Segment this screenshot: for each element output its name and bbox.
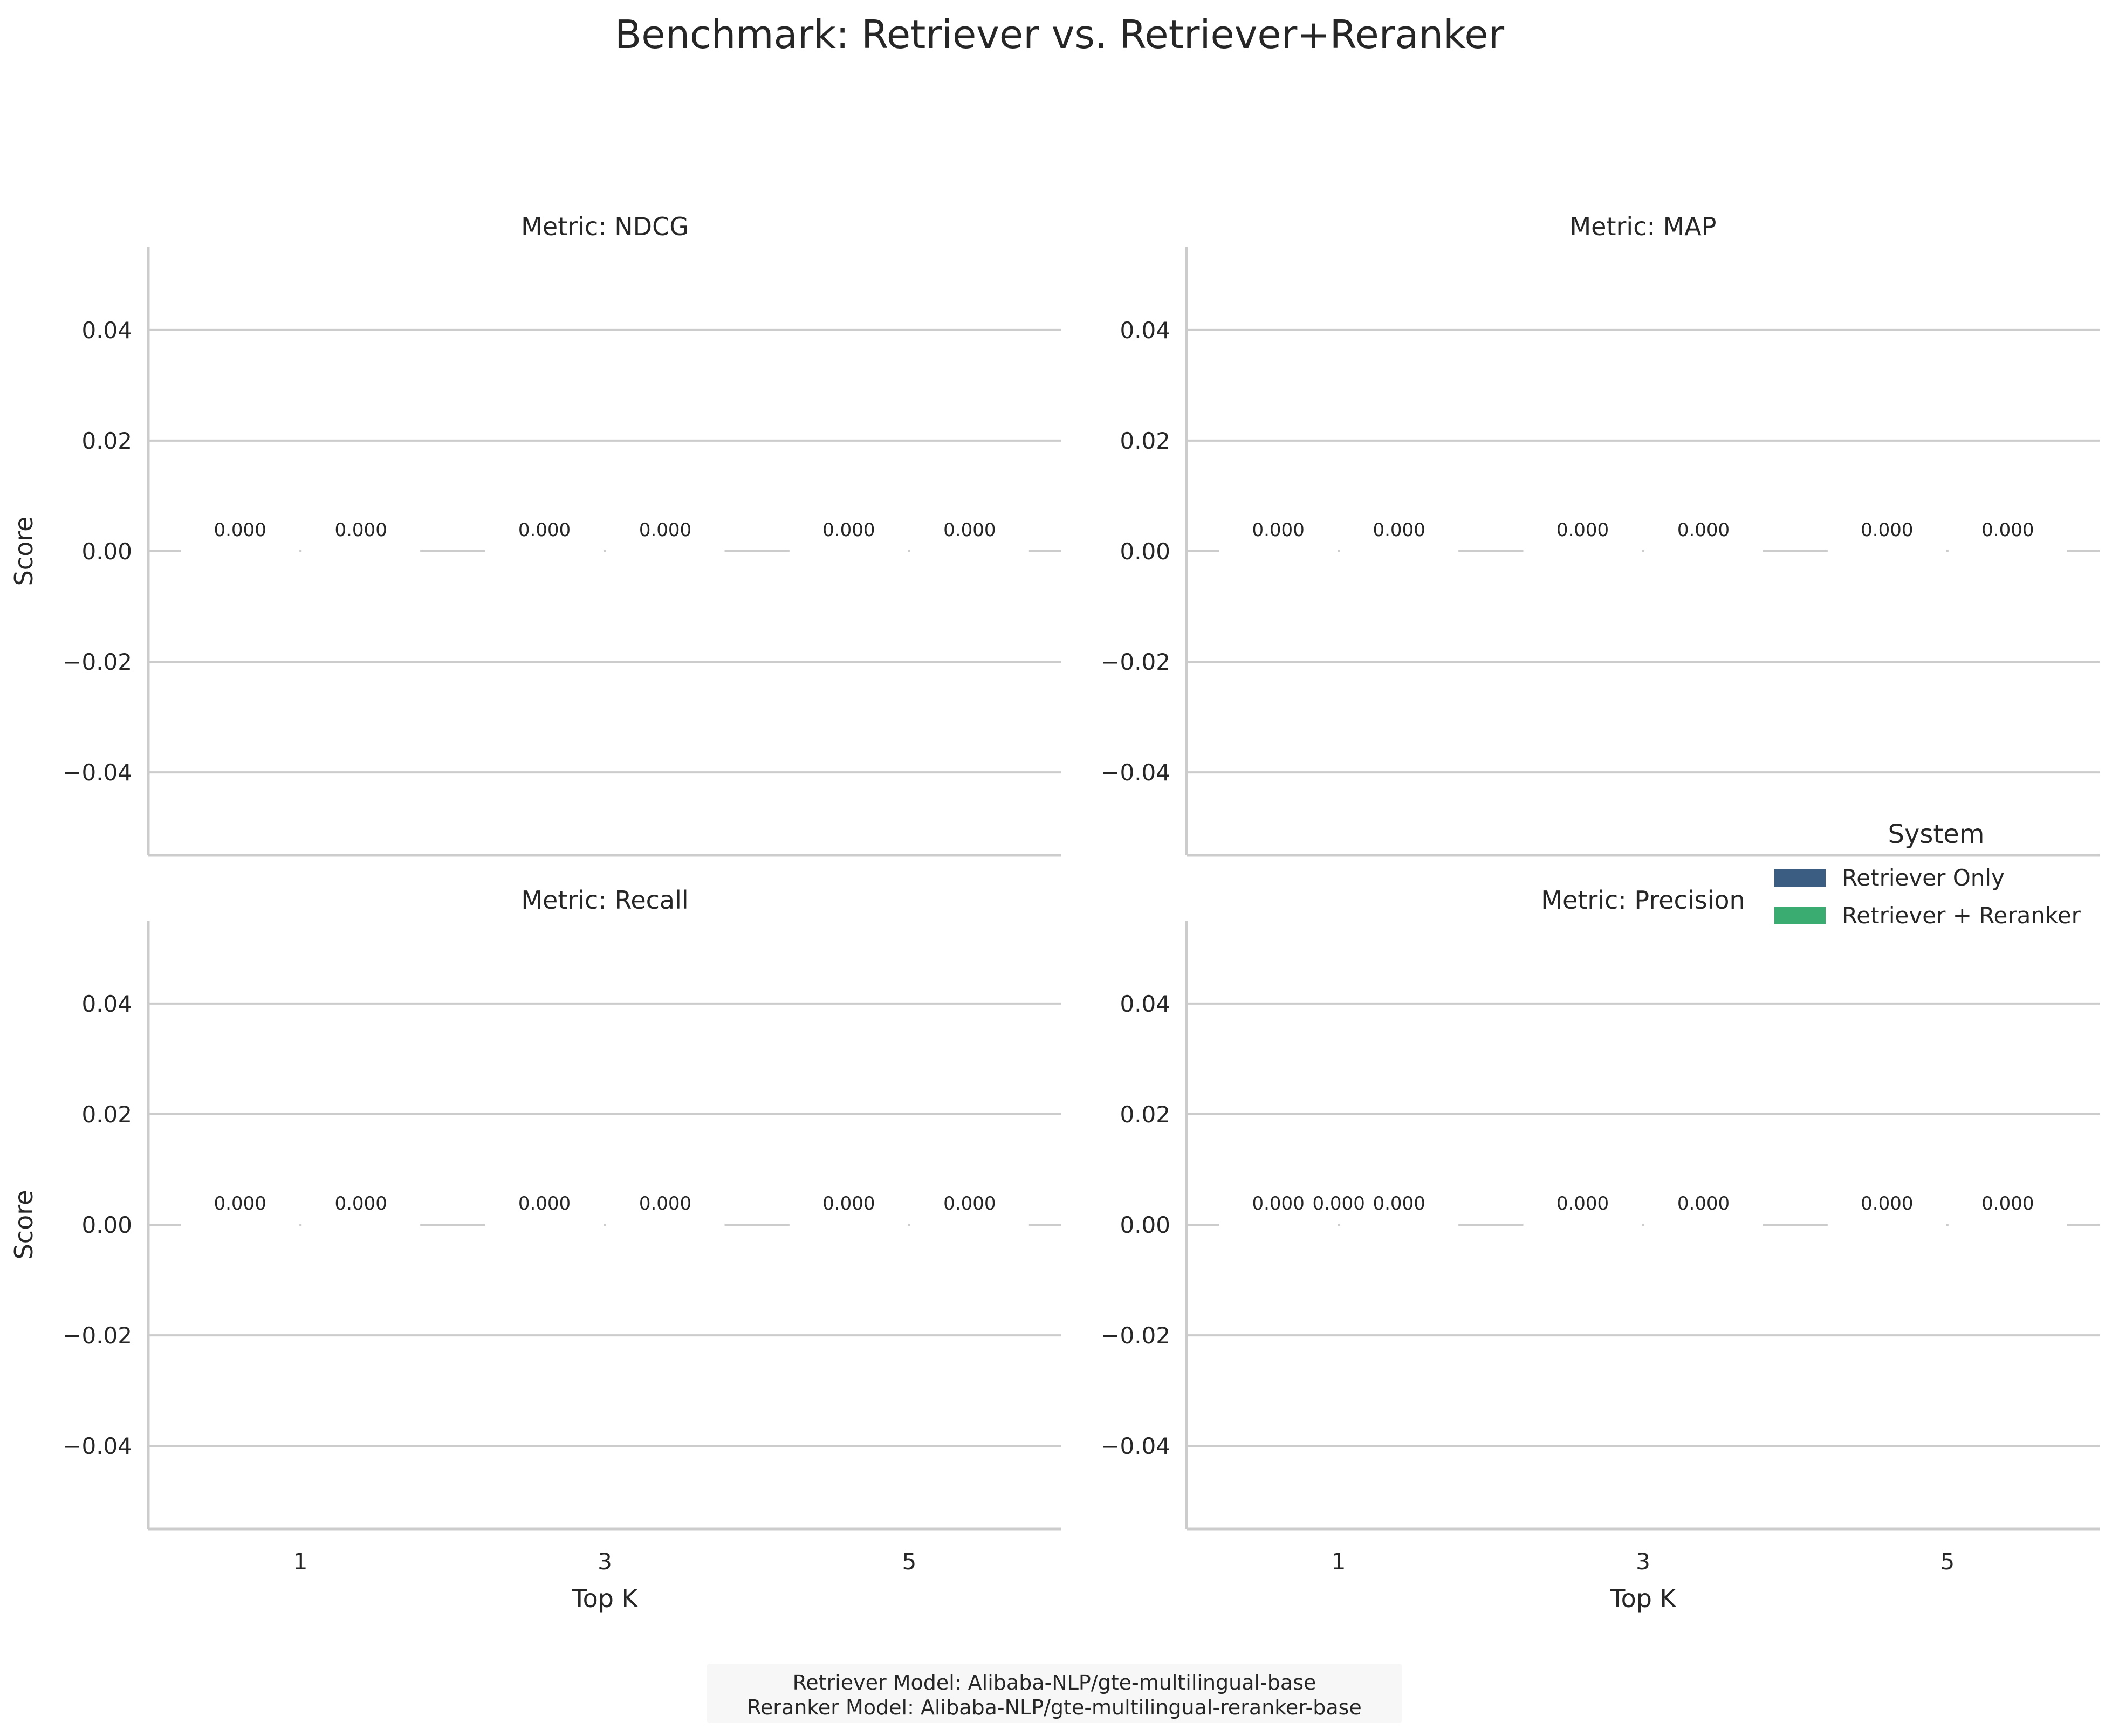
bar-retriever-only-5	[1827, 550, 1946, 553]
bar-retriever-reranker-1	[1340, 1223, 1459, 1226]
y-tick-label: 0.00	[81, 538, 132, 565]
legend-swatch-retriever-only	[1774, 869, 1826, 887]
legend-title: System	[1888, 819, 1985, 849]
bar-retriever-reranker-1	[301, 550, 421, 553]
bar-retriever-only-1	[1219, 550, 1338, 553]
data-label: 0.000	[1252, 1193, 1304, 1214]
y-tick-label: 0.00	[1120, 1212, 1170, 1238]
y-tick-label: −0.02	[1101, 1322, 1170, 1349]
y-axis-label: Score	[9, 1190, 38, 1260]
bar-retriever-only-3	[1523, 550, 1642, 553]
y-tick-label: 0.04	[1120, 317, 1170, 344]
y-tick-label: 0.02	[81, 428, 132, 454]
data-label: 0.000	[822, 1193, 875, 1214]
bar-retriever-reranker-3	[1644, 1223, 1763, 1226]
x-tick-label: 1	[1332, 1548, 1346, 1575]
data-label: 0.000	[1312, 1193, 1364, 1214]
data-label: 0.000	[943, 519, 996, 541]
data-label: 0.000	[1677, 519, 1730, 541]
bar-retriever-only-3	[1523, 1223, 1642, 1226]
y-tick-label: 0.02	[81, 1101, 132, 1128]
y-tick-label: 0.00	[81, 1212, 132, 1238]
footnote-retriever-model: Retriever Model: Alibaba-NLP/gte-multili…	[792, 1671, 1316, 1694]
y-tick-label: 0.04	[1120, 991, 1170, 1017]
panel-title: Metric: MAP	[1569, 212, 1716, 241]
data-label: 0.000	[639, 519, 691, 541]
x-tick-label: 3	[598, 1548, 612, 1575]
panel-title: Metric: NDCG	[521, 212, 689, 241]
x-tick-label: 3	[1636, 1548, 1650, 1575]
bar-retriever-reranker-3	[1644, 550, 1763, 553]
panel-title: Metric: Precision	[1541, 886, 1745, 915]
figure-title: Benchmark: Retriever vs. Retriever+Reran…	[614, 12, 1505, 57]
legend-label-retriever-only: Retriever Only	[1842, 864, 2005, 891]
y-tick-label: 0.00	[1120, 538, 1170, 565]
bar-retriever-reranker-5	[910, 1223, 1029, 1226]
data-label: 0.000	[214, 519, 266, 541]
bar-retriever-reranker-1	[1340, 550, 1459, 553]
footnote-reranker-model: Reranker Model: Alibaba-NLP/gte-multilin…	[747, 1696, 1362, 1719]
x-tick-label: 5	[902, 1548, 916, 1575]
y-tick-label: −0.04	[63, 759, 132, 786]
data-label: 0.000	[518, 1193, 571, 1214]
y-tick-label: −0.02	[63, 649, 132, 675]
legend-label-retriever-reranker: Retriever + Reranker	[1842, 902, 2081, 929]
x-tick-label: 5	[1940, 1548, 1955, 1575]
y-tick-label: 0.04	[81, 317, 132, 344]
data-label: 0.000	[1373, 519, 1425, 541]
data-label: 0.000	[1556, 519, 1609, 541]
data-label: 0.000	[1556, 1193, 1609, 1214]
y-tick-label: −0.04	[63, 1433, 132, 1459]
data-label: 0.000	[1981, 1193, 2034, 1214]
x-axis-label: Top K	[571, 1584, 639, 1613]
data-label: 0.000	[1861, 1193, 1913, 1214]
x-tick-label: 1	[293, 1548, 308, 1575]
y-tick-label: −0.04	[1101, 1433, 1170, 1459]
data-label: 0.000	[214, 1193, 266, 1214]
data-label: 0.000	[639, 1193, 691, 1214]
data-label: 0.000	[1252, 519, 1304, 541]
bar-retriever-only-5	[1827, 1223, 1946, 1226]
bar-retriever-only-5	[789, 1223, 908, 1226]
bar-retriever-only-1	[1219, 1223, 1338, 1226]
bar-retriever-only-3	[485, 550, 604, 553]
bar-retriever-reranker-5	[910, 550, 1029, 553]
y-axis-label: Score	[9, 517, 38, 586]
data-label: 0.000	[518, 519, 571, 541]
bar-retriever-reranker-1	[301, 1223, 421, 1226]
y-tick-label: −0.02	[63, 1322, 132, 1349]
data-label: 0.000	[334, 1193, 387, 1214]
y-tick-label: 0.02	[1120, 1101, 1170, 1128]
legend-swatch-retriever-reranker	[1774, 907, 1826, 924]
data-label: 0.000	[1861, 519, 1913, 541]
bar-retriever-only-1	[181, 1223, 300, 1226]
x-axis-label: Top K	[1609, 1584, 1677, 1613]
bar-retriever-only-3	[485, 1223, 604, 1226]
y-tick-label: −0.04	[1101, 759, 1170, 786]
bar-retriever-reranker-3	[606, 1223, 725, 1226]
bar-retriever-reranker-5	[1948, 550, 2067, 553]
bar-retriever-reranker-3	[606, 550, 725, 553]
y-tick-label: −0.02	[1101, 649, 1170, 675]
y-tick-label: 0.02	[1120, 428, 1170, 454]
data-label: 0.000	[1677, 1193, 1730, 1214]
bar-retriever-only-5	[789, 550, 908, 553]
data-label: 0.000	[943, 1193, 996, 1214]
data-label: 0.000	[334, 519, 387, 541]
panel-title: Metric: Recall	[521, 886, 688, 915]
data-label: 0.000	[822, 519, 875, 541]
data-label: 0.000	[1981, 519, 2034, 541]
y-tick-label: 0.04	[81, 991, 132, 1017]
data-label: 0.000	[1373, 1193, 1425, 1214]
bar-retriever-only-1	[181, 550, 300, 553]
model-footnote: Retriever Model: Alibaba-NLP/gte-multili…	[707, 1664, 1402, 1723]
bar-retriever-reranker-5	[1948, 1223, 2067, 1226]
